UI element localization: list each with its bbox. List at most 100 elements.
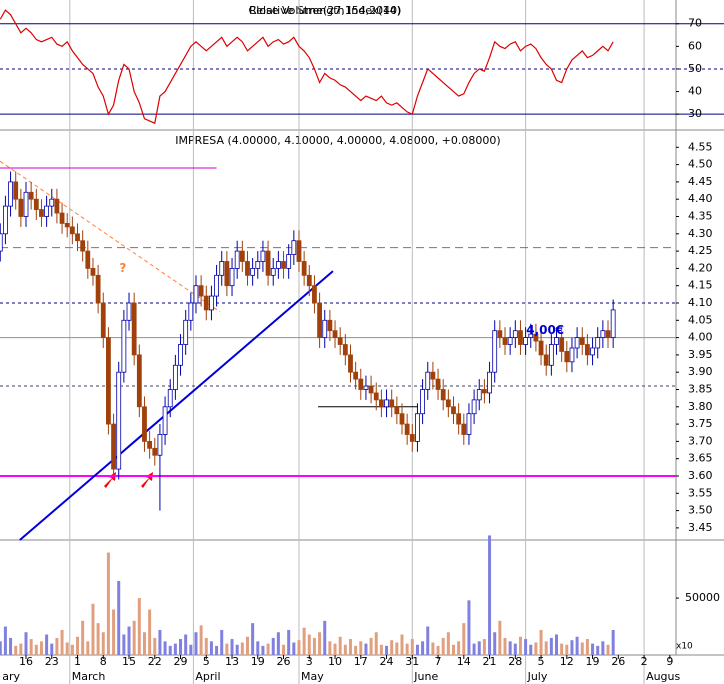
candle-body	[595, 337, 601, 349]
volume-bar	[276, 632, 280, 655]
candle-body	[106, 337, 111, 425]
x-tick-label: 17	[354, 655, 368, 668]
volume-bar	[364, 643, 368, 655]
candle-body	[348, 354, 353, 373]
trend-line	[0, 160, 221, 313]
volume-bar	[55, 637, 59, 655]
candle-body	[245, 261, 250, 276]
volume-bar	[163, 641, 167, 655]
candle-body	[286, 254, 292, 269]
month-label: May	[301, 670, 324, 683]
y-tick-label: 3.45	[688, 521, 713, 534]
volume-bar	[539, 629, 543, 655]
volume-bar	[410, 639, 414, 655]
volume-bar	[323, 620, 327, 655]
volume-bar	[596, 645, 600, 655]
candle-body	[543, 354, 549, 366]
y-tick-label: 3.65	[688, 452, 713, 465]
candle-body	[564, 351, 570, 363]
candle-body	[373, 392, 379, 401]
volume-bar	[199, 625, 203, 655]
volume-bar	[9, 637, 13, 655]
volume-bar	[400, 634, 404, 655]
volume-bar	[70, 644, 74, 655]
candle-body	[152, 447, 158, 456]
volume-bar	[518, 636, 522, 655]
candle-body	[533, 333, 539, 342]
volume-bar	[184, 634, 188, 655]
candle-body	[39, 209, 44, 217]
x-tick-label: 1	[74, 655, 81, 668]
volume-bar	[555, 634, 559, 655]
volume-bar	[148, 609, 152, 655]
month-label: June	[413, 670, 438, 683]
candle-body	[569, 347, 575, 363]
candle-body	[162, 406, 168, 435]
candle-body	[281, 261, 286, 269]
candle-body	[471, 399, 477, 415]
candle-body	[409, 434, 415, 442]
candle-body	[440, 389, 446, 401]
candle-body	[193, 285, 199, 304]
volume-bar	[45, 634, 49, 655]
trend-line	[19, 270, 334, 541]
candle-body	[554, 337, 559, 345]
volume-bar	[585, 639, 589, 655]
rsi-title: Relative Strength Index(14)	[249, 4, 401, 17]
volume-bar	[451, 644, 455, 655]
y-tick-label: 40	[688, 85, 702, 98]
candle-body	[64, 223, 70, 228]
volume-bar	[194, 632, 198, 655]
x-tick-label: 22	[148, 655, 162, 668]
month-label: March	[72, 670, 106, 683]
volume-bar	[611, 629, 615, 655]
volume-bar	[529, 644, 533, 655]
y-tick-label: 3.70	[688, 434, 713, 447]
month-label: April	[195, 670, 220, 683]
candle-body	[224, 261, 230, 287]
volume-bar	[0, 641, 2, 655]
volume-bar	[86, 641, 90, 655]
candle-body	[13, 181, 19, 200]
y-tick-label: 4.30	[688, 227, 713, 240]
volume-bar	[112, 609, 116, 655]
volume-bar	[374, 632, 378, 655]
candle-body	[209, 295, 214, 311]
candle-body	[0, 233, 3, 252]
volume-bar	[472, 643, 476, 655]
volume-bar	[266, 643, 270, 655]
y-tick-label: 4.00	[688, 331, 713, 344]
x-tick-label: 26	[611, 655, 625, 668]
x-tick-label: 26	[277, 655, 291, 668]
candle-body	[445, 399, 451, 408]
volume-bar	[488, 535, 492, 655]
volume-bar	[19, 643, 23, 655]
candle-body	[415, 413, 420, 442]
candle-body	[528, 333, 534, 338]
candle-body	[476, 389, 482, 401]
candle-body	[49, 198, 55, 207]
volume-bar	[390, 640, 394, 655]
candle-body	[3, 205, 8, 235]
y-tick-label: 30	[688, 107, 702, 120]
volume-bar	[137, 598, 141, 655]
candle-body	[234, 250, 240, 269]
candle-body	[312, 285, 317, 304]
candle-body	[399, 413, 405, 425]
volume-bar	[354, 645, 358, 655]
volume-bar	[76, 636, 80, 655]
candle-body	[296, 240, 302, 262]
candle-body	[466, 413, 472, 435]
candle-body	[75, 233, 80, 242]
candle-body	[585, 344, 590, 356]
volume-bar	[508, 641, 512, 655]
volume-bar	[235, 644, 239, 655]
volume-bar	[348, 639, 352, 655]
volume-bar	[606, 644, 610, 655]
candle-body	[142, 406, 147, 442]
candle-body	[301, 261, 307, 276]
volume-bar	[209, 641, 213, 655]
y-tick-label: 3.95	[688, 348, 713, 361]
candle-body	[270, 267, 276, 276]
volume-bar	[498, 620, 502, 655]
